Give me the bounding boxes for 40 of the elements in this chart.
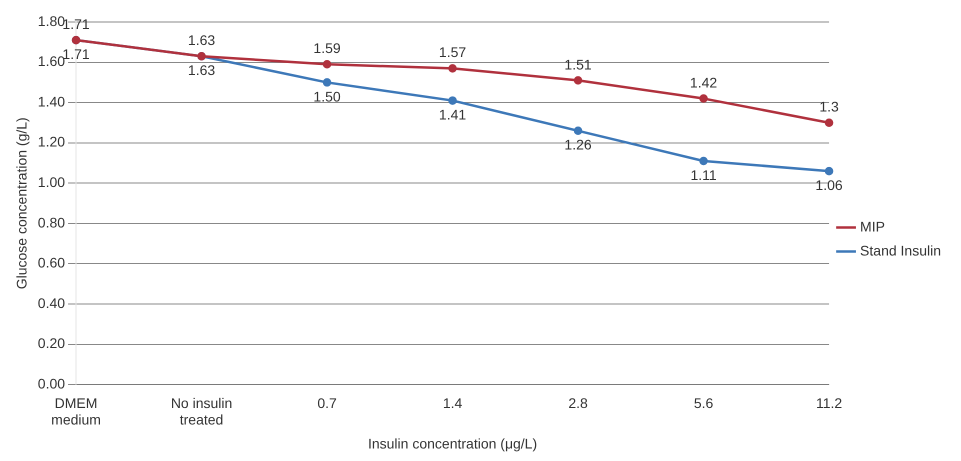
data-label: 1.59 (313, 40, 341, 56)
point (574, 76, 582, 85)
data-label: 1.42 (690, 74, 718, 90)
x-tick-label: 2.8 (568, 394, 588, 411)
y-tick-label: 0.40 (38, 294, 66, 311)
y-tick-label: 1.40 (38, 93, 66, 110)
y-tick-label: 1.20 (38, 134, 66, 150)
data-label: 1.50 (313, 88, 341, 104)
y-tick-label: 0.80 (38, 214, 66, 230)
data-label: 1.41 (438, 106, 466, 122)
x-tick-label: 0.7 (317, 394, 337, 411)
data-label: 1.3 (819, 98, 839, 115)
point (824, 166, 834, 176)
x-tick-label: 11.2 (816, 394, 842, 411)
data-label: 1.57 (438, 44, 466, 60)
data-label: 1.11 (690, 166, 717, 183)
x-axis-title: Insulin concentration (μg/L) (368, 435, 538, 452)
y-axis-title: Glucose concentration (g/L) (13, 117, 30, 290)
y-tick-label: 0.60 (38, 254, 66, 271)
point (824, 118, 834, 127)
data-label: 1.06 (815, 176, 843, 193)
point (322, 78, 332, 87)
data-label: 1.63 (188, 32, 216, 48)
point (699, 156, 708, 166)
x-tick-label: No insulin treated (170, 394, 232, 428)
point (699, 94, 708, 103)
legend-label: Stand Insulin (860, 242, 942, 258)
data-label: 1.63 (188, 62, 216, 78)
legend-label: MIP (860, 218, 885, 234)
point (574, 126, 582, 136)
x-tick-label: 1.4 (442, 394, 462, 411)
point (448, 96, 457, 105)
point (448, 64, 457, 73)
y-tick-label: 0.00 (38, 375, 66, 392)
point (322, 60, 332, 69)
y-tick-label: 1.60 (38, 53, 66, 70)
y-tick-label: 0.20 (38, 335, 66, 352)
y-tick-label: 1.00 (38, 174, 66, 190)
x-tick-label: 5.6 (694, 394, 714, 411)
x-tick-label: DMEM medium (51, 394, 101, 428)
